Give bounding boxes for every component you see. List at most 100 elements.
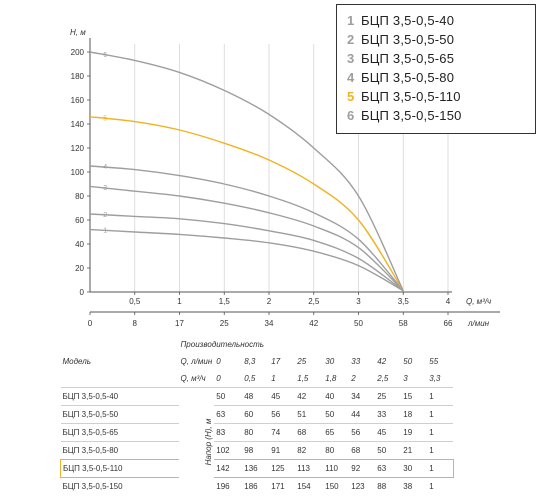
legend-label: БЦП 3,5-0,5-110	[361, 89, 461, 104]
x-axis-title: Q, м³/ч	[466, 297, 491, 306]
model-cell: БЦП 3,5-0,5-80	[60, 441, 179, 460]
table-row: БЦП 3,5-0,5-50 63 60 56 51 50 44 33 18 1	[60, 405, 454, 424]
y-tick-label: 160	[71, 96, 85, 105]
table-cell: 42	[377, 357, 387, 366]
table-cell: 21	[401, 441, 428, 460]
performance-header: Производительность	[180, 340, 264, 349]
table-cell: 30	[401, 459, 428, 478]
series-label-5: 5	[103, 115, 107, 122]
model-header: Модель	[62, 357, 91, 366]
table-cell: 123	[349, 477, 376, 495]
legend-number: 6	[347, 108, 355, 123]
table-cell: 1,8	[325, 374, 337, 383]
legend: 1 БЦП 3,5-0,5-40 2 БЦП 3,5-0,5-50 3 БЦП 3,5…	[336, 4, 536, 134]
y-tick-label: 140	[71, 120, 85, 129]
table-cell: 92	[349, 459, 376, 478]
series-label-6: 6	[103, 52, 107, 59]
x-lmin-tick-label: 50	[354, 319, 363, 328]
head-label: Напор (H), м	[203, 418, 213, 465]
table-cell: 2	[351, 374, 356, 383]
table-cell: 1	[271, 374, 276, 383]
legend-item-6: 6 БЦП 3,5-0,5-150	[347, 108, 462, 123]
x-tick-label: 2,5	[308, 297, 320, 306]
x-tick-label: 2	[267, 297, 272, 306]
table-cell: 38	[401, 477, 428, 495]
series-label-3: 3	[103, 185, 107, 192]
table-cell: 142	[214, 459, 243, 478]
table-cell: 1	[427, 387, 454, 406]
table-cell: 0	[216, 374, 221, 383]
lmin-label: Q, л/мин	[180, 357, 213, 366]
table-cell: 48	[242, 387, 270, 406]
y-tick-label: 0	[80, 288, 85, 297]
series-line-2	[89, 213, 404, 292]
table-row-highlighted: БЦП 3,5-0,5-110 142 136 125 113 110 92 6…	[60, 459, 454, 478]
table-cell: 56	[269, 405, 296, 424]
table-row: БЦП 3,5-0,5-150 196 186 171 154 150 123 …	[60, 477, 454, 495]
x-lmin-tick-label: 25	[220, 319, 229, 328]
y-tick-label: 180	[71, 72, 85, 81]
table-cell: 154	[295, 477, 324, 495]
table-cell: 50	[323, 405, 350, 424]
legend-number: 2	[347, 32, 355, 47]
table-row: БЦП 3,5-0,5-65 83 80 74 68 65 56 45 19 1	[60, 423, 454, 442]
table-cell: 63	[375, 459, 402, 478]
model-cell: БЦП 3,5-0,5-40	[60, 387, 179, 406]
x-lmin-tick-label: 8	[133, 319, 138, 328]
table-cell: 51	[295, 405, 324, 424]
table-cell: 42	[295, 387, 324, 406]
table-cell: 45	[375, 423, 402, 442]
table-cell: 0,5	[244, 374, 256, 383]
table-cell: 82	[295, 441, 324, 460]
head-label-cell: Напор (H), м	[178, 387, 215, 495]
x-tick-label: 1,5	[219, 297, 231, 306]
legend-number: 3	[347, 51, 355, 66]
x-lmin-tick-label: 0	[88, 319, 93, 328]
legend-label: БЦП 3,5-0,5-40	[361, 13, 455, 28]
table-cell: 102	[214, 441, 243, 460]
table-cell: 80	[323, 441, 350, 460]
table-cell: 1	[427, 441, 454, 460]
model-cell: БЦП 3,5-0,5-50	[60, 405, 179, 424]
series-label-2: 2	[103, 212, 107, 219]
series-label-1: 1	[103, 227, 107, 234]
table-cell: 50	[375, 441, 402, 460]
y-tick-label: 120	[71, 144, 85, 153]
table-cell: 3,3	[429, 374, 441, 383]
y-tick-label: 100	[71, 168, 85, 177]
series-line-4	[89, 165, 404, 292]
table-cell: 113	[295, 459, 324, 478]
table-cell: 33	[375, 405, 402, 424]
y-tick-label: 20	[75, 264, 84, 273]
model-cell: БЦП 3,5-0,5-150	[60, 477, 179, 495]
x-tick-label: 3,5	[398, 297, 410, 306]
table-cell: 186	[242, 477, 270, 495]
table-cell: 19	[401, 423, 428, 442]
table-cell: 88	[375, 477, 402, 495]
legend-item-5: 5 БЦП 3,5-0,5-110	[347, 89, 461, 104]
table-cell: 1	[427, 405, 454, 424]
table-cell: 74	[269, 423, 296, 442]
table-row: БЦП 3,5-0,5-40 Напор (H), м 50 48 45 42 …	[60, 387, 454, 495]
x-tick-label: 0,5	[129, 297, 141, 306]
table-cell: 63	[214, 405, 243, 424]
legend-label: БЦП 3,5-0,5-65	[361, 51, 455, 66]
legend-label: БЦП 3,5-0,5-80	[361, 70, 455, 85]
table-cell: 60	[242, 405, 270, 424]
x-lmin-tick-label: 58	[399, 319, 408, 328]
table-cell: 50	[214, 387, 243, 406]
x-lmin-axis-title: л/мин	[467, 319, 490, 328]
table-cell: 2,5	[377, 374, 389, 383]
table-cell: 68	[295, 423, 324, 442]
legend-label: БЦП 3,5-0,5-150	[361, 108, 462, 123]
table-cell: 80	[242, 423, 270, 442]
series-label-4: 4	[103, 164, 107, 171]
table-cell: 25	[297, 357, 307, 366]
table-cell: 25	[375, 387, 402, 406]
table-cell: 1	[427, 459, 454, 478]
m3h-label: Q, м³/ч	[180, 374, 206, 383]
table-cell: 40	[323, 387, 350, 406]
series-line-1	[89, 228, 404, 292]
x-lmin-tick-label: 42	[309, 319, 318, 328]
model-cell: БЦП 3,5-0,5-65	[60, 423, 179, 442]
